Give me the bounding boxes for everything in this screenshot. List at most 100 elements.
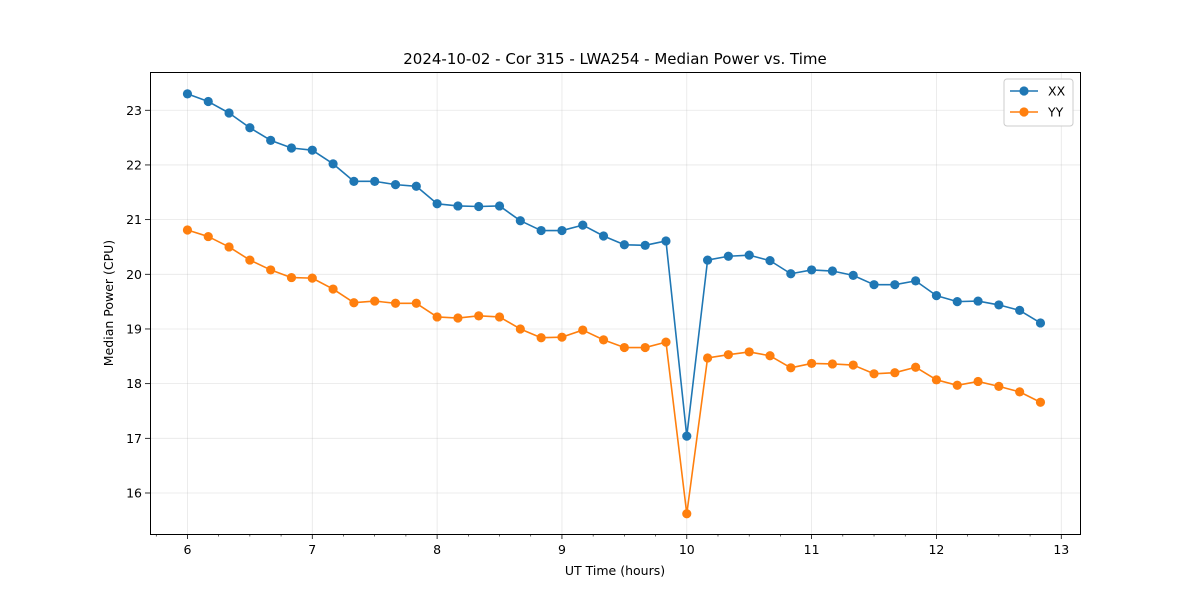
data-point-yy: [266, 265, 276, 275]
plot-frame: [150, 72, 1081, 535]
data-point-xx: [515, 216, 525, 226]
data-point-xx: [640, 240, 650, 250]
y-tick-label: 17: [126, 431, 142, 446]
data-point-xx: [411, 181, 421, 191]
data-point-yy: [702, 353, 713, 363]
data-point-yy: [765, 351, 775, 361]
data-point-xx: [578, 220, 588, 230]
data-point-xx: [557, 225, 567, 236]
data-point-yy: [578, 325, 588, 335]
legend-label-xx: XX: [1048, 84, 1066, 99]
y-tick-label: 21: [126, 212, 142, 227]
data-point-yy: [1015, 387, 1025, 397]
data-point-yy: [807, 358, 817, 369]
data-point-yy: [786, 363, 796, 373]
data-point-xx: [807, 265, 817, 275]
data-point-xx: [307, 145, 317, 155]
data-point-xx: [432, 199, 442, 209]
data-point-xx: [786, 269, 796, 279]
x-tick-label: 6: [183, 542, 191, 557]
data-point-yy: [723, 350, 733, 360]
data-point-yy: [182, 225, 193, 235]
y-tick-label: 19: [126, 321, 142, 336]
data-point-yy: [307, 273, 317, 283]
data-point-yy: [390, 298, 401, 308]
data-point-xx: [723, 251, 733, 261]
data-point-xx: [328, 159, 338, 169]
data-point-xx: [661, 236, 671, 246]
data-point-yy: [890, 368, 900, 378]
data-point-yy: [661, 337, 671, 347]
x-tick-label: 9: [558, 542, 566, 557]
data-point-yy: [370, 296, 380, 306]
data-point-xx: [182, 89, 193, 99]
data-point-xx: [952, 297, 962, 307]
data-point-xx: [370, 176, 380, 186]
x-tick-label: 7: [308, 542, 316, 557]
data-point-xx: [1015, 305, 1025, 315]
data-point-yy: [453, 313, 463, 323]
data-point-yy: [598, 335, 609, 345]
data-point-yy: [1035, 397, 1046, 407]
data-point-yy: [349, 298, 359, 308]
grid-layer: [150, 72, 1080, 534]
legend: XX YY: [1003, 78, 1074, 127]
y-tick-label: 16: [126, 485, 142, 500]
data-point-yy: [536, 333, 546, 343]
data-point-yy: [494, 312, 505, 322]
data-point-xx: [453, 201, 463, 211]
x-tick-label: 11: [804, 542, 820, 557]
plot-background: [150, 72, 1080, 534]
y-tick-label: 22: [126, 157, 142, 172]
data-point-yy: [911, 362, 921, 372]
data-point-xx: [536, 225, 546, 236]
data-point-yy: [245, 255, 255, 265]
series-layer: [182, 89, 1046, 519]
x-axis-title: UT Time (hours): [565, 563, 665, 578]
data-point-yy: [952, 380, 962, 390]
data-point-xx: [390, 180, 401, 190]
y-axis-title: Median Power (CPU): [101, 240, 116, 366]
data-point-xx: [702, 255, 713, 265]
data-point-yy: [744, 347, 754, 357]
data-point-yy: [848, 360, 858, 370]
data-point-xx: [682, 431, 692, 441]
data-point-xx: [744, 250, 754, 260]
data-point-yy: [682, 509, 692, 519]
data-point-xx: [994, 300, 1004, 310]
data-point-yy: [619, 342, 629, 353]
legend-label-yy: YY: [1047, 105, 1064, 120]
series-xx: [182, 89, 1046, 441]
data-point-xx: [619, 240, 629, 250]
data-point-yy: [827, 359, 838, 369]
x-tick-label: 10: [679, 542, 695, 557]
x-tick-label: 13: [1053, 542, 1069, 557]
y-tick-label: 18: [126, 376, 142, 391]
data-point-xx: [203, 96, 213, 107]
data-point-yy: [994, 381, 1004, 391]
data-point-xx: [245, 123, 255, 133]
data-point-xx: [474, 201, 484, 212]
plot-area: 6 7 8 9 10 11 12 13 16 17 18 19 20 21 22 23: [126, 72, 1081, 557]
data-point-xx: [890, 280, 900, 290]
y-tick-label: 23: [126, 103, 142, 118]
data-point-xx: [224, 108, 234, 118]
data-point-yy: [515, 324, 525, 334]
data-point-yy: [411, 298, 421, 308]
data-point-yy: [224, 242, 234, 252]
y-tick-label: 20: [126, 267, 142, 282]
data-point-xx: [848, 270, 858, 280]
data-point-xx: [1035, 318, 1046, 328]
series-yy: [182, 225, 1046, 519]
data-point-xx: [869, 280, 879, 290]
data-point-yy: [931, 375, 942, 385]
data-point-yy: [557, 332, 567, 342]
data-point-yy: [203, 231, 213, 242]
legend-marker-xx: [1019, 86, 1029, 96]
x-tick-label: 8: [433, 542, 441, 557]
chart-title: 2024-10-02 - Cor 315 - LWA254 - Median P…: [403, 50, 827, 68]
data-point-xx: [765, 256, 775, 266]
tick-layer: 6 7 8 9 10 11 12 13 16 17 18 19 20 21 22 23: [126, 103, 1069, 557]
data-point-xx: [266, 135, 276, 145]
